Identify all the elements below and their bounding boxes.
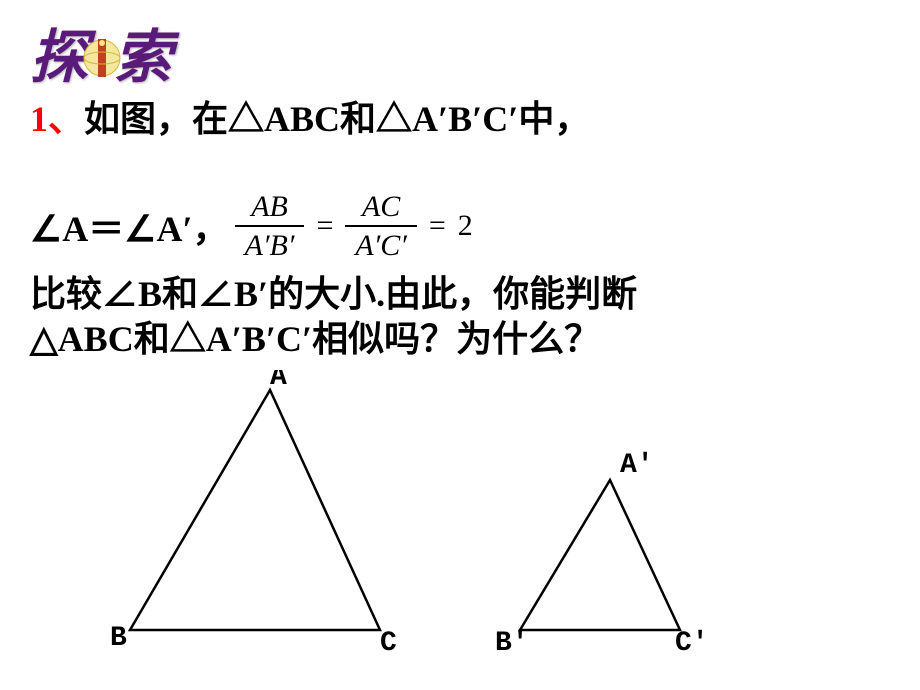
label-B-prime: B′ xyxy=(495,628,529,659)
triangle-large xyxy=(130,390,380,630)
label-C: C xyxy=(380,628,397,659)
triangles-svg: A B C A′ B′ C′ xyxy=(110,370,790,670)
label-A: A xyxy=(270,370,287,393)
fraction-2: AC A′C′ xyxy=(345,190,416,262)
figure-area: A B C A′ B′ C′ xyxy=(110,370,790,675)
frac1-den: A′B′ xyxy=(235,227,305,262)
title: 探 索 xyxy=(30,10,174,97)
equals-2: = xyxy=(429,209,446,243)
triangle-small xyxy=(520,480,680,630)
title-char2: 索 xyxy=(114,25,174,90)
label-B: B xyxy=(110,623,127,654)
label-A-prime: A′ xyxy=(620,450,654,481)
equals-1: = xyxy=(316,209,333,243)
ratio-value: 2 xyxy=(458,209,473,243)
slide-page: 探 索 1、如图，在△ABC和△A′B′C′中， ∠A＝∠A′， AB A′B′… xyxy=(0,0,920,690)
problem-number: 1、 xyxy=(30,99,84,139)
angle-premise: ∠A＝∠A′， xyxy=(30,200,229,252)
line1: 1、如图，在△ABC和△A′B′C′中， xyxy=(30,90,590,142)
frac2-num: AC xyxy=(345,190,416,227)
fraction-1: AB A′B′ xyxy=(235,190,305,262)
line2: ∠A＝∠A′， AB A′B′ = AC A′C′ = 2 xyxy=(30,190,479,262)
frac2-den: A′C′ xyxy=(345,227,416,262)
frac1-num: AB xyxy=(235,190,305,227)
line4: △ABC和△A′B′C′相似吗？为什么？ xyxy=(30,310,600,362)
line1-text: 如图，在△ABC和△A′B′C′中， xyxy=(84,99,590,139)
label-C-prime: C′ xyxy=(675,628,709,659)
